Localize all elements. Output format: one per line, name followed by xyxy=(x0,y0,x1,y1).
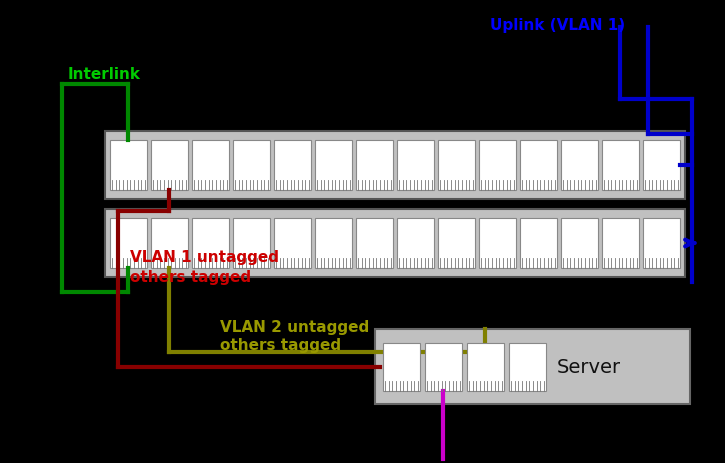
Bar xyxy=(520,219,557,269)
Text: VLAN 1 untagged: VLAN 1 untagged xyxy=(130,250,279,264)
Text: Storage: Storage xyxy=(410,462,477,463)
Bar xyxy=(397,141,434,191)
Text: others tagged: others tagged xyxy=(130,269,251,284)
Bar xyxy=(602,141,639,191)
Text: others tagged: others tagged xyxy=(220,337,341,352)
Bar xyxy=(509,343,546,391)
Bar xyxy=(151,141,188,191)
Bar xyxy=(356,219,393,269)
Bar xyxy=(397,219,434,269)
Text: VLAN 2 untagged: VLAN 2 untagged xyxy=(220,319,369,334)
Bar xyxy=(467,343,504,391)
Bar xyxy=(315,141,352,191)
Bar xyxy=(105,131,685,200)
Bar xyxy=(233,141,270,191)
Bar xyxy=(643,219,680,269)
Bar xyxy=(315,219,352,269)
Text: Server: Server xyxy=(557,357,621,376)
Text: Interlink: Interlink xyxy=(68,67,141,82)
Bar xyxy=(192,219,229,269)
Bar xyxy=(105,210,685,277)
Bar xyxy=(110,219,147,269)
Bar xyxy=(274,141,311,191)
Bar xyxy=(520,141,557,191)
Bar xyxy=(479,141,516,191)
Bar xyxy=(479,219,516,269)
Bar xyxy=(602,219,639,269)
Bar xyxy=(110,141,147,191)
Bar xyxy=(233,219,270,269)
Bar xyxy=(643,141,680,191)
Bar xyxy=(356,141,393,191)
Text: Uplink (VLAN 1): Uplink (VLAN 1) xyxy=(490,18,625,33)
Bar xyxy=(438,219,475,269)
Bar xyxy=(192,141,229,191)
Bar xyxy=(425,343,462,391)
Bar xyxy=(274,219,311,269)
Bar xyxy=(383,343,420,391)
Bar xyxy=(561,219,598,269)
Bar xyxy=(375,329,690,404)
Bar xyxy=(561,141,598,191)
Bar xyxy=(151,219,188,269)
Bar xyxy=(438,141,475,191)
